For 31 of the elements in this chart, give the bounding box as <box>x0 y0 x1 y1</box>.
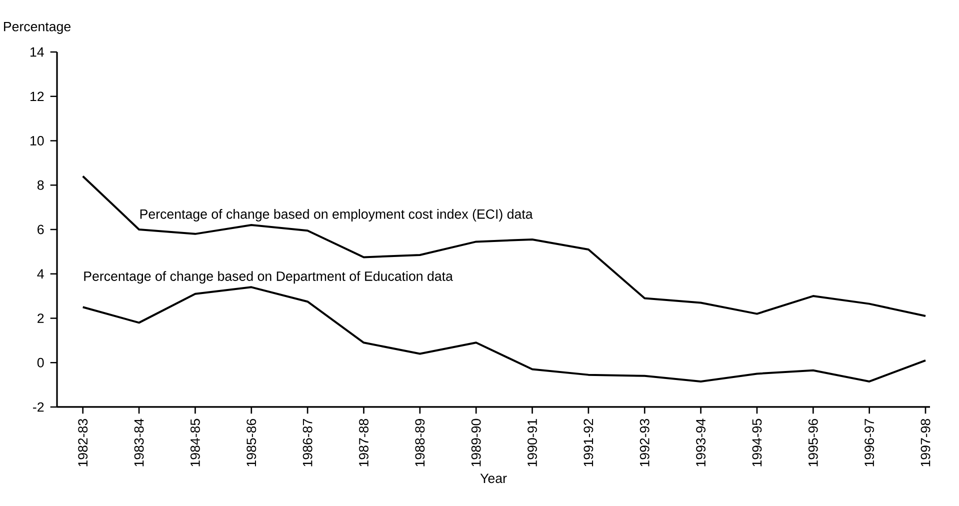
x-tick-label: 1987-88 <box>359 418 368 466</box>
series-label: Percentage of change based on employment cost index (ECI) data <box>140 209 533 222</box>
x-tick-label: 1983-84 <box>134 418 144 466</box>
x-tick-label: 1989-90 <box>471 418 481 466</box>
x-tick-label: 1993-94 <box>696 418 706 466</box>
x-tick-label: 1992-93 <box>640 418 650 466</box>
series-label: Percentage of change based on Department of Education data <box>84 271 453 284</box>
y-tick-label: 10 <box>30 136 44 146</box>
y-tick-label: 6 <box>38 224 44 234</box>
x-tick-label: 1985-86 <box>246 418 256 466</box>
x-tick-label: 1984-85 <box>190 418 200 466</box>
line-series <box>82 175 927 318</box>
x-tick-label: 1995-96 <box>808 418 818 466</box>
y-tick-label: 8 <box>37 180 44 190</box>
x-tick-label: 1994-95 <box>752 418 762 466</box>
x-tick-label: 1990-91 <box>528 419 537 466</box>
x-tick-label: 1996-97 <box>864 419 874 466</box>
y-tick-label: 4 <box>37 269 44 278</box>
x-tick-label: 1991-92 <box>584 419 594 466</box>
y-axis-title: Percentage <box>4 22 71 34</box>
y-tick-label: -2 <box>33 402 44 412</box>
y-tick-label: 2 <box>38 314 44 323</box>
x-tick-label: 1997-98 <box>920 418 930 466</box>
y-tick-label: 14 <box>30 47 44 57</box>
y-tick-label: 12 <box>30 92 44 102</box>
x-tick-label: 1986-87 <box>302 419 312 466</box>
y-tick-label: 0 <box>37 358 44 368</box>
x-tick-label: 1982-83 <box>78 418 88 466</box>
x-axis-title: Year <box>480 474 507 484</box>
line-series <box>82 286 927 382</box>
x-tick-label: 1988-89 <box>415 418 425 466</box>
